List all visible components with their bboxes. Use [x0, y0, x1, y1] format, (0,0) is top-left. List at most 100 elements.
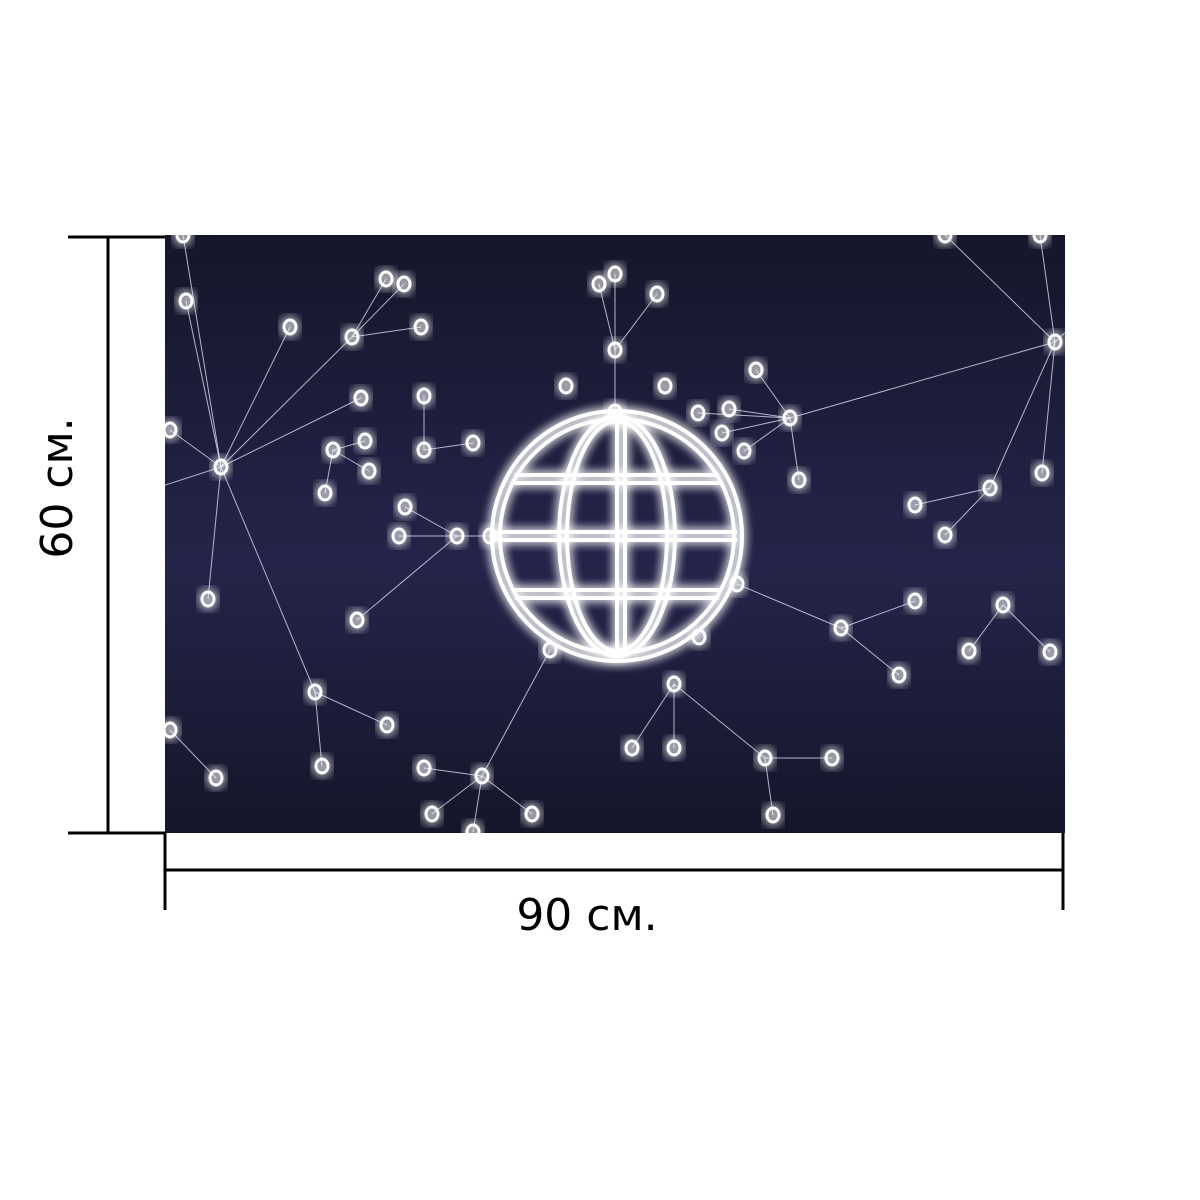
network-node — [1094, 293, 1106, 307]
network-node — [424, 805, 440, 823]
height-label: 60 см. — [32, 417, 83, 558]
network-node — [200, 590, 216, 608]
network-link — [481, 649, 551, 777]
network-node — [208, 769, 224, 787]
network-link — [220, 336, 353, 468]
network-node — [344, 328, 360, 346]
network-node — [833, 619, 849, 637]
network-node — [416, 759, 432, 777]
network-link — [472, 775, 483, 833]
network-link — [1041, 341, 1056, 474]
network-node — [178, 292, 194, 310]
network-node — [982, 479, 998, 497]
network-link — [220, 326, 291, 468]
network-node — [765, 806, 781, 824]
network-link — [220, 466, 316, 693]
network-link — [423, 442, 474, 451]
network-node — [1042, 643, 1058, 661]
network-node — [657, 377, 673, 395]
network-link — [1054, 331, 1065, 343]
network-link — [789, 341, 1056, 419]
globe-icon — [490, 409, 744, 663]
network-link — [185, 300, 222, 468]
network-node — [165, 721, 178, 739]
network-node — [791, 471, 807, 489]
network-link — [598, 283, 616, 351]
network-link — [721, 417, 791, 434]
network-node — [1034, 464, 1050, 482]
width-label: 90 см. — [516, 890, 657, 941]
network-node — [391, 527, 407, 545]
network-link — [914, 487, 991, 506]
network-node — [995, 596, 1011, 614]
network-node — [213, 458, 229, 476]
network-link — [728, 408, 791, 419]
network-node — [465, 434, 481, 452]
network-link — [351, 278, 387, 338]
network-node — [317, 484, 333, 502]
network-node — [961, 642, 977, 660]
network-link — [207, 466, 222, 600]
network-node — [607, 341, 623, 359]
network-link — [169, 729, 217, 779]
network-node — [175, 235, 191, 244]
network-link — [944, 487, 991, 536]
width-dimension: 90 см. — [163, 833, 1065, 941]
network-link — [968, 604, 1004, 652]
network-node — [396, 275, 412, 293]
network-node — [624, 739, 640, 757]
network-node — [378, 270, 394, 288]
network-node — [361, 462, 377, 480]
network-link — [423, 767, 483, 777]
network-node — [357, 432, 373, 450]
network-node — [714, 424, 730, 442]
network-node — [937, 235, 953, 244]
network-node — [558, 377, 574, 395]
network-link — [755, 369, 791, 419]
network-node — [353, 389, 369, 407]
network-node — [666, 739, 682, 757]
network-node — [907, 592, 923, 610]
network-link — [351, 326, 422, 338]
network-link — [743, 417, 791, 452]
network-node — [824, 749, 840, 767]
network-node — [1032, 235, 1048, 244]
network-node — [607, 265, 623, 283]
network-node — [736, 442, 752, 460]
network-link — [673, 683, 766, 759]
network-link — [314, 691, 388, 726]
network-node — [474, 767, 490, 785]
network-node — [782, 409, 798, 427]
network-node — [482, 527, 498, 545]
network-node — [649, 285, 665, 303]
network-node — [349, 611, 365, 629]
network-node — [748, 361, 764, 379]
network-node — [449, 527, 465, 545]
network-link — [169, 429, 222, 468]
network-link — [944, 235, 1056, 343]
network-link — [165, 466, 222, 486]
height-dimension: 60 см. — [32, 235, 165, 835]
network-link — [220, 397, 362, 468]
network-node — [413, 318, 429, 336]
network-node — [314, 757, 330, 775]
network-node — [165, 421, 178, 439]
network-link — [356, 535, 458, 621]
network-node — [144, 483, 156, 497]
network-node — [416, 441, 432, 459]
network-link — [1002, 604, 1051, 653]
network-node — [524, 805, 540, 823]
network-node — [1047, 333, 1063, 351]
network-node — [721, 400, 737, 418]
network-node — [591, 275, 607, 293]
network-node — [757, 749, 773, 767]
network-link — [404, 506, 458, 537]
network-node — [325, 441, 341, 459]
network-node — [379, 716, 395, 734]
network-node — [307, 683, 323, 701]
network-node — [465, 823, 481, 833]
network-link — [840, 600, 916, 629]
network-node — [666, 675, 682, 693]
network-node — [907, 496, 923, 514]
